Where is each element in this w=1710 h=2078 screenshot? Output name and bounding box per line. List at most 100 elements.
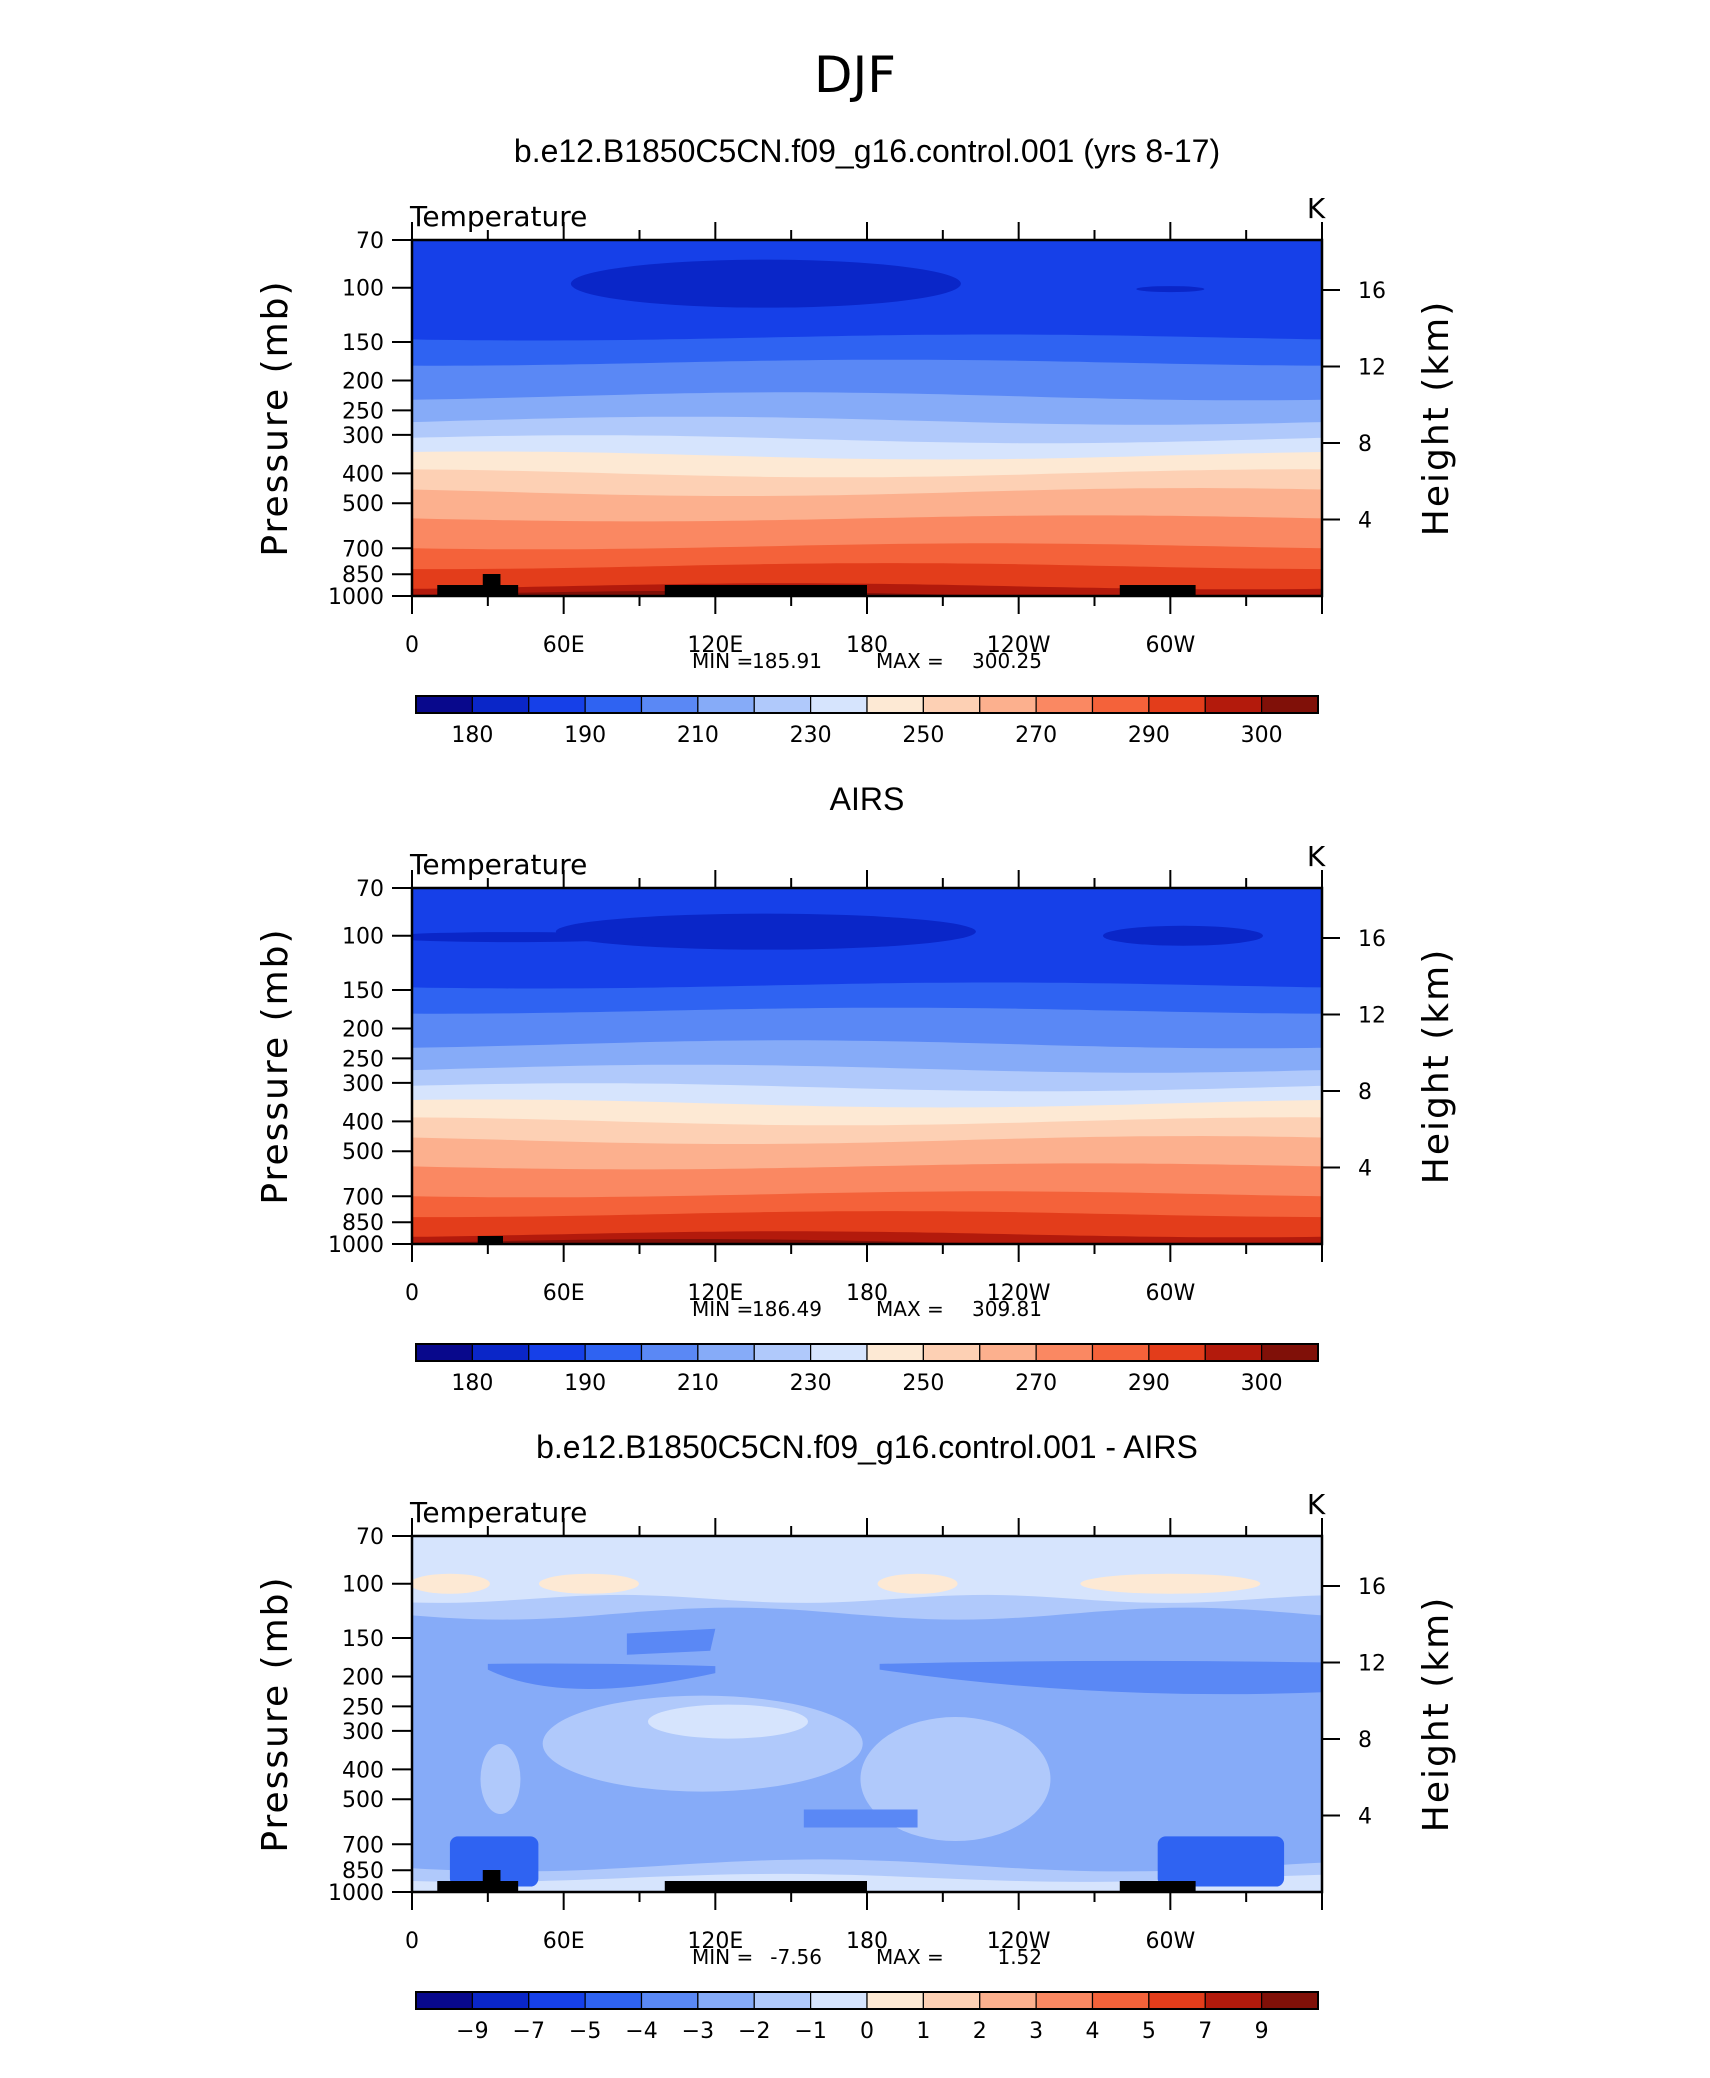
colorbar-swatch bbox=[528, 1991, 586, 2010]
colorbar-swatch bbox=[697, 1991, 755, 2010]
land-mask bbox=[437, 1881, 519, 1892]
colorbar-swatch bbox=[415, 1343, 473, 1362]
colorbar-swatch bbox=[1148, 1343, 1206, 1362]
y-tick-label: 300 bbox=[342, 424, 384, 449]
max-label: MAX = bbox=[876, 1945, 944, 1969]
x-tick-label: 180 bbox=[846, 633, 888, 658]
colorbar-label: 1 bbox=[916, 2019, 930, 2044]
height-tick-label: 12 bbox=[1358, 1004, 1386, 1029]
x-tick-label: 60E bbox=[543, 1929, 585, 1954]
panel-title: b.e12.B1850C5CN.f09_g16.control.001 - AI… bbox=[536, 1429, 1198, 1465]
colorbar-swatch bbox=[640, 1343, 699, 1362]
cold-core bbox=[1102, 925, 1263, 946]
min-label: MIN = bbox=[692, 649, 753, 673]
y-tick-label: 700 bbox=[342, 537, 384, 562]
colorbar-swatch bbox=[1261, 1343, 1319, 1362]
y-tick-label: 150 bbox=[342, 331, 384, 356]
height-tick-label: 8 bbox=[1358, 1728, 1372, 1753]
y-tick-label: 250 bbox=[342, 399, 384, 424]
colorbar-label: 190 bbox=[564, 723, 606, 748]
height-tick-label: 8 bbox=[1358, 432, 1372, 457]
y-tick-label: 200 bbox=[342, 370, 384, 395]
colorbar-frame bbox=[415, 1343, 1319, 1362]
warm-patch bbox=[877, 1573, 958, 1594]
colorbar-label: 230 bbox=[790, 723, 832, 748]
colorbar-swatch bbox=[1148, 1991, 1206, 2010]
right-axis-title: Height (km) bbox=[1416, 300, 1457, 536]
colorbar-label: 300 bbox=[1241, 723, 1283, 748]
colorbar-swatch bbox=[866, 1343, 924, 1362]
colorbar-swatch bbox=[1091, 1343, 1150, 1362]
height-tick-label: 16 bbox=[1358, 279, 1386, 304]
y-tick-label: 700 bbox=[342, 1185, 384, 1210]
cool-patch bbox=[1157, 1836, 1285, 1887]
land-mask bbox=[1119, 1881, 1196, 1892]
x-tick-label: 120E bbox=[687, 1281, 743, 1306]
y-tick-label: 100 bbox=[342, 1573, 384, 1598]
contour-field bbox=[412, 888, 1322, 1244]
y-tick-label: 300 bbox=[342, 1720, 384, 1745]
y-tick-label: 400 bbox=[342, 1758, 384, 1783]
x-tick-label: 120W bbox=[987, 1281, 1051, 1306]
min-value: -7.56 bbox=[770, 1945, 822, 1969]
max-value: 309.81 bbox=[972, 1297, 1042, 1321]
land-mask bbox=[1119, 585, 1196, 596]
x-tick-label: 60W bbox=[1145, 633, 1195, 658]
colorbar-label: 250 bbox=[902, 1371, 944, 1396]
y-tick-label: 850 bbox=[342, 1211, 384, 1236]
colorbar-swatch bbox=[979, 1991, 1037, 2010]
colorbar-label: 270 bbox=[1015, 1371, 1057, 1396]
colorbar-frame bbox=[415, 695, 1319, 714]
colorbar-swatch bbox=[471, 1343, 530, 1362]
colorbar-swatch bbox=[584, 695, 643, 714]
y-tick-label: 1000 bbox=[328, 585, 384, 610]
warm-patch bbox=[412, 1573, 490, 1594]
colorbar-swatch bbox=[866, 1991, 924, 2010]
panel-1: b.e12.B1850C5CN.f09_g16.control.001 (yrs… bbox=[255, 133, 1457, 748]
warm-patch bbox=[1080, 1573, 1261, 1594]
colorbar-swatch bbox=[1204, 695, 1263, 714]
height-tick-label: 4 bbox=[1358, 1157, 1372, 1182]
colorbar-swatch bbox=[528, 695, 586, 714]
land-mask bbox=[664, 1881, 867, 1892]
colorbar-swatch bbox=[979, 695, 1037, 714]
variable-label: Temperature bbox=[409, 200, 587, 233]
x-tick-label: 120W bbox=[987, 633, 1051, 658]
x-tick-label: 120E bbox=[687, 633, 743, 658]
cool-patch bbox=[449, 1836, 539, 1887]
y-tick-label: 700 bbox=[342, 1833, 384, 1858]
x-tick-label: 0 bbox=[405, 1929, 419, 1954]
colorbar-label: 2 bbox=[973, 2019, 987, 2044]
contour-field bbox=[412, 240, 1322, 596]
min-value: 185.91 bbox=[752, 649, 822, 673]
y-tick-label: 500 bbox=[342, 1788, 384, 1813]
cold-core bbox=[570, 259, 961, 308]
y-tick-label: 70 bbox=[356, 877, 384, 902]
colorbar-label: 290 bbox=[1128, 723, 1170, 748]
colorbar-label: −5 bbox=[569, 2019, 601, 2044]
colorbar-label: −4 bbox=[625, 2019, 657, 2044]
colorbar-label: 180 bbox=[451, 1371, 493, 1396]
max-label: MAX = bbox=[876, 1297, 944, 1321]
colorbar-swatch bbox=[471, 1991, 530, 2010]
colorbar-swatch bbox=[810, 695, 868, 714]
y-tick-label: 400 bbox=[342, 462, 384, 487]
colorbar-frame bbox=[415, 1991, 1319, 2010]
colorbar-swatch bbox=[753, 1991, 812, 2010]
colorbar-swatch bbox=[922, 1991, 981, 2010]
colorbar-label: 300 bbox=[1241, 1371, 1283, 1396]
y-tick-label: 100 bbox=[342, 277, 384, 302]
colorbar-label: 210 bbox=[677, 1371, 719, 1396]
colorbar-swatch bbox=[697, 695, 755, 714]
x-tick-label: 60E bbox=[543, 1281, 585, 1306]
right-axis-title: Height (km) bbox=[1416, 948, 1457, 1184]
panel-2: AIRS Temperature K 0 60E 120E 180 120W 60W 70 100 1… bbox=[255, 781, 1457, 1396]
units-label: K bbox=[1307, 192, 1326, 225]
max-label: MAX = bbox=[876, 649, 944, 673]
colorbar-swatch bbox=[640, 1991, 699, 2010]
colorbar-swatch bbox=[1204, 1343, 1263, 1362]
colorbar: −9 −7 −5 −4 −3 −2 −1 0 1 2 3 4 5 7 9 bbox=[415, 1991, 1319, 2044]
colorbar-label: 250 bbox=[902, 723, 944, 748]
colorbar-label: 4 bbox=[1086, 2019, 1100, 2044]
